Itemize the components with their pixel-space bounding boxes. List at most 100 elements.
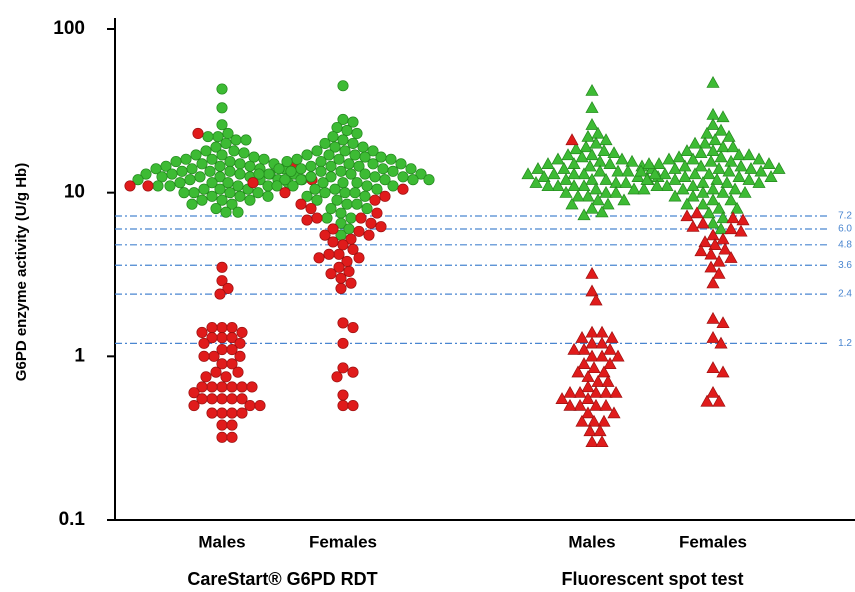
- data-point: [331, 194, 343, 206]
- data-point: [206, 321, 218, 334]
- data-point: [216, 149, 228, 161]
- data-point: [637, 182, 651, 195]
- data-point: [742, 173, 756, 185]
- data-point: [736, 213, 750, 226]
- data-point: [563, 385, 577, 398]
- data-point: [337, 317, 349, 329]
- data-point: [375, 221, 387, 233]
- data-point: [301, 190, 313, 202]
- data-point: [226, 358, 238, 370]
- data-point: [216, 321, 228, 334]
- data-point: [216, 275, 228, 287]
- data-point: [325, 202, 337, 215]
- data-point: [287, 180, 299, 192]
- data-point: [706, 311, 720, 324]
- data-point: [164, 180, 176, 192]
- data-point: [593, 424, 607, 437]
- data-point: [627, 182, 641, 195]
- data-point: [224, 155, 236, 168]
- data-point: [279, 187, 291, 199]
- data-point: [190, 149, 202, 161]
- data-point: [712, 201, 726, 214]
- data-point: [248, 151, 260, 163]
- data-point: [587, 361, 601, 374]
- data-point: [611, 349, 625, 362]
- data-point: [327, 223, 339, 235]
- data-point: [246, 381, 258, 393]
- data-point: [295, 174, 307, 186]
- data-point: [585, 101, 599, 113]
- data-point: [337, 400, 349, 412]
- data-point: [575, 330, 589, 343]
- data-point: [662, 152, 676, 165]
- data-point: [702, 206, 716, 219]
- data-point: [573, 398, 587, 411]
- data-point: [668, 173, 682, 185]
- data-point: [236, 326, 248, 338]
- reference-label: 1.2: [838, 338, 852, 349]
- data-point: [595, 336, 609, 349]
- data-point: [341, 124, 353, 136]
- data-point: [607, 146, 621, 159]
- data-point: [337, 389, 349, 401]
- data-point: [708, 238, 722, 250]
- data-point: [706, 385, 720, 398]
- data-point: [575, 414, 589, 427]
- data-point: [712, 162, 726, 174]
- data-point: [752, 176, 766, 188]
- data-point: [706, 361, 720, 374]
- data-point: [331, 121, 343, 134]
- data-point: [603, 357, 617, 369]
- data-point: [752, 152, 766, 165]
- data-point: [581, 380, 595, 393]
- data-point: [327, 236, 339, 248]
- data-point: [252, 187, 264, 199]
- data-point: [597, 365, 611, 378]
- data-point: [688, 167, 702, 180]
- data-point: [240, 134, 252, 146]
- data-point: [263, 168, 275, 180]
- data-point: [744, 162, 758, 174]
- data-point: [710, 173, 724, 185]
- data-point: [585, 201, 599, 214]
- data-point: [650, 179, 664, 192]
- data-point: [337, 239, 349, 251]
- data-point: [603, 157, 617, 169]
- data-point: [166, 168, 178, 180]
- data-point: [351, 127, 363, 140]
- data-point: [688, 136, 702, 149]
- data-point: [295, 163, 307, 175]
- data-point: [331, 371, 343, 383]
- data-point: [537, 170, 551, 182]
- data-point: [226, 381, 238, 393]
- data-point: [236, 381, 248, 393]
- data-point: [397, 171, 409, 183]
- data-point: [226, 431, 238, 443]
- data-point: [234, 350, 246, 362]
- data-point: [722, 129, 736, 142]
- data-point: [714, 123, 728, 136]
- data-point: [680, 144, 694, 157]
- data-point: [232, 180, 244, 192]
- data-point: [349, 149, 361, 161]
- data-point: [589, 182, 603, 195]
- data-point: [648, 167, 662, 180]
- data-point: [363, 229, 375, 241]
- data-point: [585, 349, 599, 362]
- data-point: [617, 193, 631, 206]
- data-point: [226, 419, 238, 431]
- data-point: [214, 183, 226, 195]
- data-point: [337, 80, 349, 92]
- y-tick-label: 1: [74, 345, 85, 366]
- data-point: [323, 149, 335, 161]
- data-point: [599, 173, 613, 185]
- data-point: [216, 431, 228, 443]
- data-point: [706, 144, 720, 157]
- data-point: [226, 198, 238, 210]
- data-point: [204, 165, 216, 177]
- y-axis-label: G6PD enzyme activity (U/g Hb): [13, 163, 30, 381]
- data-point: [714, 336, 728, 349]
- data-point: [180, 153, 192, 165]
- data-point: [234, 337, 246, 349]
- data-point: [599, 398, 613, 411]
